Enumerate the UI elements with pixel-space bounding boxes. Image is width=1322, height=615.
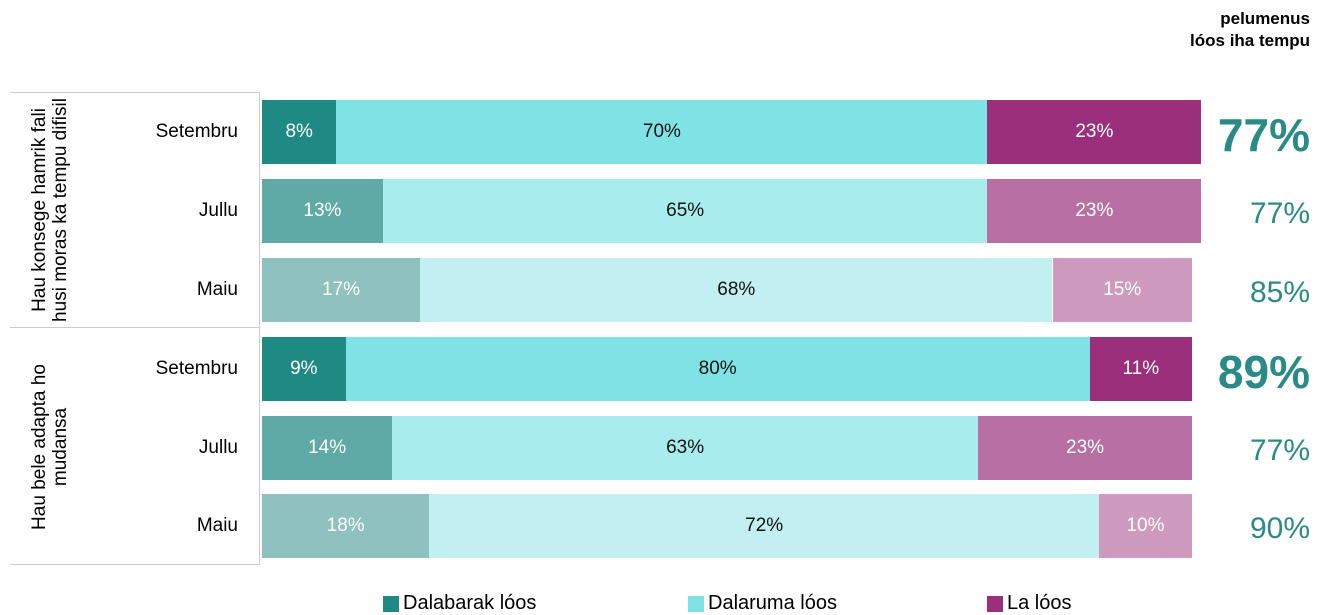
data-label: 23% <box>1075 121 1114 143</box>
bar-segment: 17% <box>262 258 421 322</box>
data-label: 72% <box>745 515 784 537</box>
category-label: Jullu <box>198 200 238 222</box>
bar-segment: 72% <box>429 494 1099 559</box>
category-label: Jullu <box>198 436 238 458</box>
data-label: 17% <box>322 279 361 300</box>
data-label: 11% <box>1122 357 1160 379</box>
legend-swatch <box>383 595 399 612</box>
bar-segment: 63% <box>392 415 979 480</box>
data-label: 14% <box>308 436 347 458</box>
bar-segment: 23% <box>978 415 1192 480</box>
bar-segment: 80% <box>345 336 1090 401</box>
legend-label: Dalabarak lóos <box>403 592 537 614</box>
data-label: 13% <box>303 200 342 222</box>
data-label: 23% <box>1066 436 1105 458</box>
bar-segment: 23% <box>987 100 1202 165</box>
legend-swatch <box>987 595 1003 612</box>
group-box <box>10 92 260 329</box>
data-label: 15% <box>1103 279 1142 300</box>
legend-item: Dalaruma lóos <box>688 592 837 615</box>
category-label: Maiu <box>196 279 238 300</box>
bar-segment: 15% <box>1052 258 1192 322</box>
total-label: 77% <box>1249 197 1310 231</box>
data-label: 10% <box>1126 515 1165 537</box>
data-label: 68% <box>717 279 756 300</box>
data-label: 80% <box>698 357 737 379</box>
data-label: 9% <box>290 357 318 379</box>
data-label: 63% <box>666 436 705 458</box>
total-label: 85% <box>1249 276 1310 309</box>
bar-segment: 18% <box>262 494 430 559</box>
legend-label: La lóos <box>1007 592 1072 614</box>
bar-segment: 68% <box>420 258 1053 322</box>
bar-segment: 8% <box>262 100 337 165</box>
group-box <box>10 328 260 565</box>
data-label: 8% <box>285 121 313 143</box>
bar-segment: 11% <box>1089 336 1192 401</box>
total-label: 77% <box>1249 433 1310 467</box>
bar-segment: 23% <box>987 179 1202 244</box>
legend-label: Dalaruma lóos <box>708 592 837 614</box>
bar-segment: 9% <box>262 336 346 401</box>
total-label: 77% <box>1217 109 1310 162</box>
legend-swatch <box>688 595 704 612</box>
category-label: Maiu <box>196 515 238 537</box>
bar-segment: 14% <box>262 415 393 480</box>
data-label: 65% <box>666 200 705 222</box>
category-label: Setembru <box>155 357 238 379</box>
bar-segment: 70% <box>336 100 988 165</box>
data-label: 23% <box>1075 200 1114 222</box>
total-label: 89% <box>1217 345 1310 398</box>
data-label: 70% <box>642 121 681 143</box>
data-label: 18% <box>326 515 365 537</box>
total-label: 90% <box>1249 512 1310 546</box>
legend-item: La lóos <box>987 592 1072 615</box>
bar-segment: 65% <box>382 179 988 244</box>
category-label: Setembru <box>155 121 238 143</box>
bar-segment: 13% <box>262 179 383 244</box>
legend-item: Dalabarak lóos <box>383 592 536 615</box>
bar-segment: 10% <box>1099 494 1192 559</box>
totals-title: pelumenus lóos iha tempu <box>1190 9 1310 50</box>
